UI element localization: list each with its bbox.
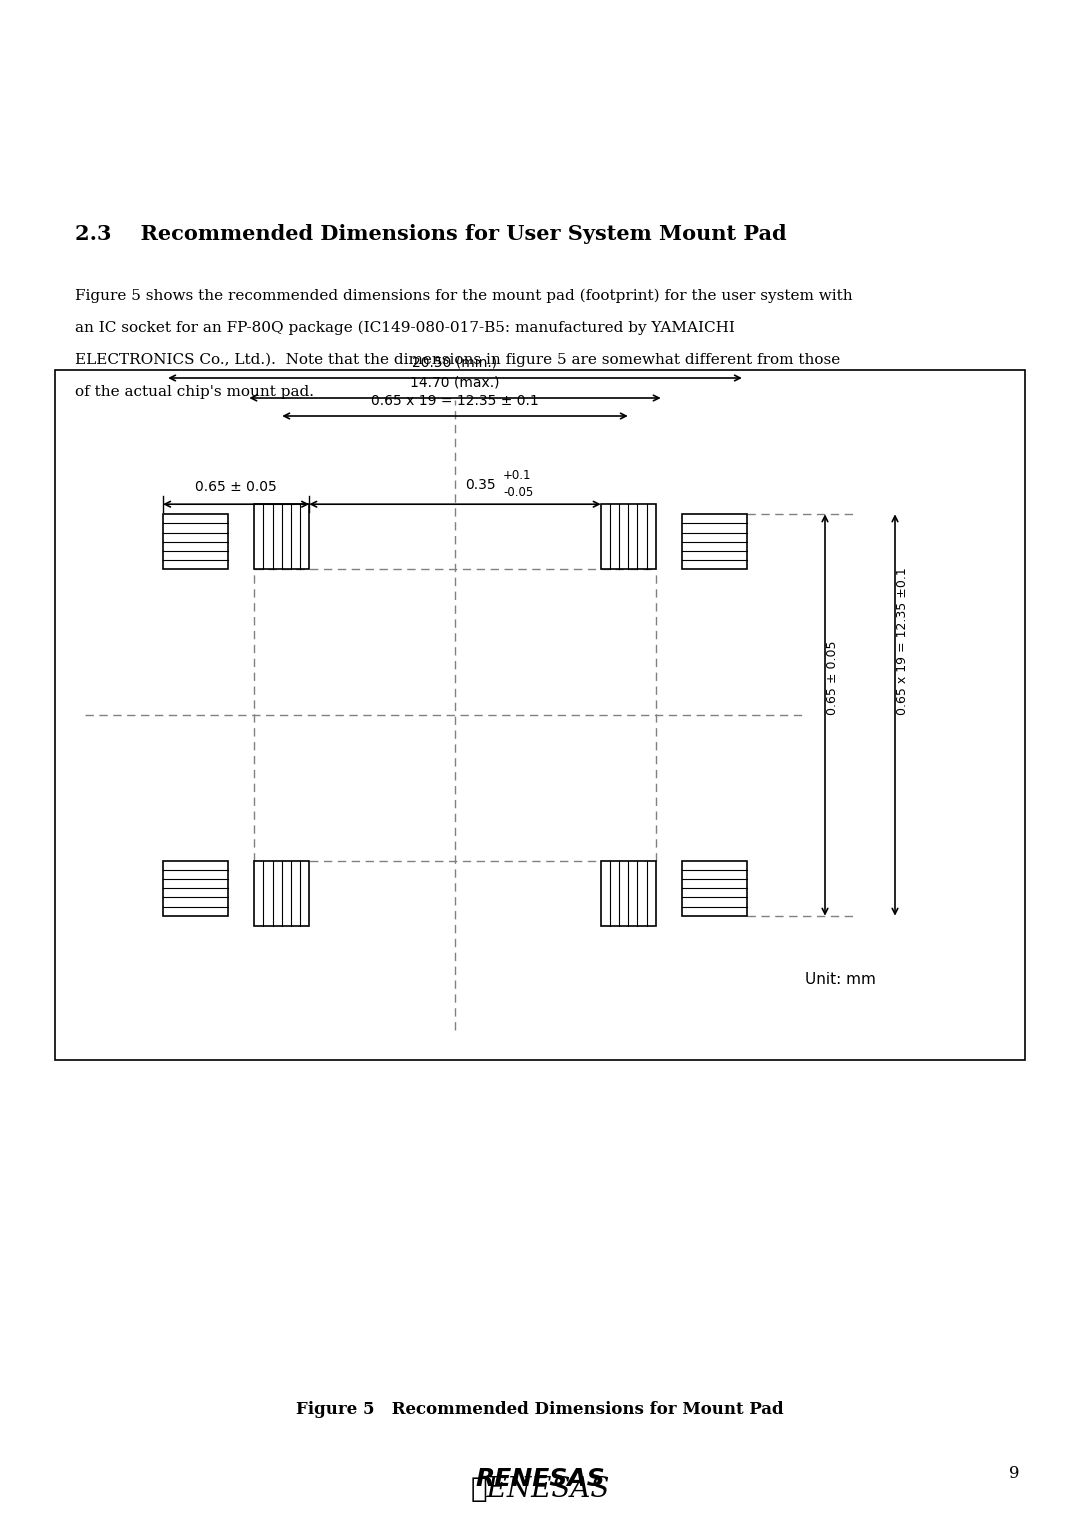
Bar: [55, 370, 1025, 1060]
Text: Unit: mm: Unit: mm: [805, 973, 876, 988]
Text: 0.65 ± 0.05: 0.65 ± 0.05: [826, 641, 839, 715]
Bar: [681, 861, 747, 916]
Text: -0.05: -0.05: [503, 486, 534, 499]
Bar: [254, 505, 309, 569]
Text: 0.65 x 19 = 12.35 ± 0.1: 0.65 x 19 = 12.35 ± 0.1: [372, 394, 539, 408]
Text: ℛENESAS: ℛENESAS: [470, 1476, 610, 1502]
Bar: [163, 514, 228, 569]
Text: 0.65 x 19 = 12.35 ±0.1: 0.65 x 19 = 12.35 ±0.1: [896, 568, 909, 715]
Text: 9: 9: [1010, 1465, 1020, 1482]
Bar: [254, 861, 309, 927]
Text: 14.70 (max.): 14.70 (max.): [410, 376, 500, 390]
Bar: [681, 514, 747, 569]
Text: +0.1: +0.1: [503, 469, 531, 482]
Bar: [600, 861, 656, 927]
Text: 0.65 ± 0.05: 0.65 ± 0.05: [195, 480, 276, 494]
Text: RENESAS: RENESAS: [475, 1467, 605, 1491]
Text: 20.50 (min.): 20.50 (min.): [413, 356, 498, 370]
Text: an IC socket for an FP-80Q package (IC149-080-017-B5: manufactured by YAMAICHI: an IC socket for an FP-80Q package (IC14…: [75, 321, 734, 336]
Text: 2.3    Recommended Dimensions for User System Mount Pad: 2.3 Recommended Dimensions for User Syst…: [75, 224, 786, 244]
Text: ELECTRONICS Co., Ltd.).  Note that the dimensions in figure 5 are somewhat diffe: ELECTRONICS Co., Ltd.). Note that the di…: [75, 353, 840, 367]
Bar: [163, 861, 228, 916]
Text: 0.35: 0.35: [465, 479, 496, 492]
Text: of the actual chip's mount pad.: of the actual chip's mount pad.: [75, 385, 314, 399]
Text: Figure 5   Recommended Dimensions for Mount Pad: Figure 5 Recommended Dimensions for Moun…: [296, 1401, 784, 1417]
Text: Figure 5 shows the recommended dimensions for the mount pad (footprint) for the : Figure 5 shows the recommended dimension…: [75, 288, 852, 304]
Bar: [600, 505, 656, 569]
